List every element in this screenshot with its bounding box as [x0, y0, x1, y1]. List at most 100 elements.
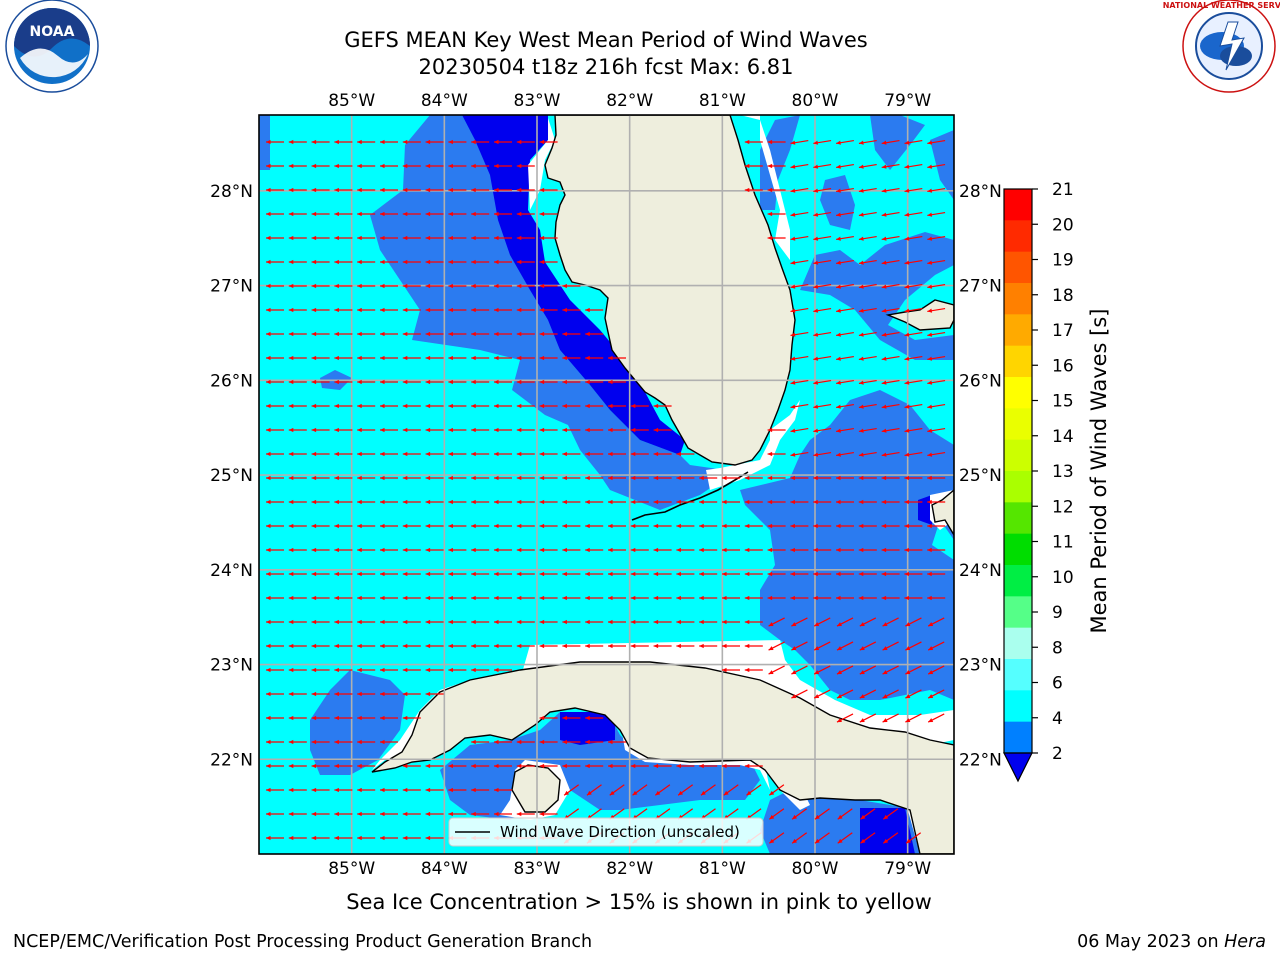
wind-wave-arrow [858, 475, 877, 481]
wind-wave-arrow [494, 211, 512, 217]
wind-wave-arrow [357, 763, 376, 769]
wind-wave-arrow [904, 547, 923, 553]
wind-wave-arrow [585, 619, 604, 625]
wind-wave-arrow [311, 835, 330, 841]
wind-wave-arrow [471, 283, 490, 289]
colorbar-tick-label: 18 [1052, 286, 1074, 306]
wind-wave-arrow [653, 451, 672, 457]
map-area: Wind Wave Direction (unscaled) [259, 115, 954, 854]
lon-tick-labels-bottom: 85°W 84°W 83°W 82°W 81°W 80°W 79°W [328, 859, 931, 879]
wind-wave-arrow [494, 643, 512, 649]
wind-wave-arrow [767, 547, 786, 553]
wind-wave-arrow [608, 739, 626, 745]
lon-tick-label: 81°W [699, 91, 746, 111]
wind-wave-arrow [380, 307, 398, 313]
wind-wave-arrow [334, 139, 353, 145]
wind-wave-arrow [813, 331, 832, 337]
wind-wave-arrow [927, 187, 946, 193]
wind-wave-arrow [516, 547, 535, 553]
wind-wave-arrow [311, 715, 330, 721]
wind-wave-arrow [676, 547, 695, 553]
wind-wave-arrow [494, 355, 512, 361]
colorbar-tick-label: 9 [1052, 603, 1063, 623]
wind-wave-arrow [288, 667, 307, 673]
wind-wave-arrow [927, 499, 946, 505]
wind-wave-arrow [904, 499, 923, 505]
wind-wave-arrow [266, 451, 284, 457]
wind-wave-arrow [767, 163, 786, 169]
wind-wave-arrow [562, 523, 581, 529]
wind-wave-arrow [767, 571, 786, 577]
wind-wave-arrow [813, 451, 832, 457]
wind-wave-arrow [630, 499, 649, 505]
colorbar-tick-label: 2 [1052, 744, 1063, 764]
wind-wave-arrow [927, 331, 946, 337]
wind-wave-arrow [676, 475, 695, 481]
wind-wave-arrow [813, 139, 832, 145]
wind-wave-arrow [676, 499, 695, 505]
wind-wave-arrow [471, 355, 490, 361]
lon-tick-label: 82°W [606, 91, 653, 111]
wind-wave-arrow [790, 331, 809, 337]
wind-wave-arrow [790, 259, 809, 265]
wind-wave-arrow [334, 163, 353, 169]
wind-wave-arrow [813, 547, 832, 553]
wind-wave-arrow [402, 355, 421, 361]
lon-tick-label: 79°W [884, 859, 931, 879]
colorbar-tick-label: 10 [1052, 568, 1074, 588]
wind-wave-arrow [927, 617, 945, 627]
wind-wave-arrow [425, 571, 444, 577]
wind-wave-arrow [904, 475, 923, 481]
wind-wave-arrow [699, 619, 718, 625]
wind-wave-arrow [562, 763, 581, 769]
wind-wave-arrow [266, 787, 284, 793]
wind-wave-arrow [448, 283, 467, 289]
wind-wave-arrow [562, 355, 581, 361]
wind-wave-arrow [494, 667, 512, 673]
wind-wave-arrow [357, 427, 376, 433]
colorbar-segment [1004, 502, 1032, 535]
wind-wave-arrow [357, 211, 376, 217]
wind-wave-arrow [380, 403, 398, 409]
wind-wave-arrow [288, 187, 307, 193]
footer-date-text: 06 May 2023 on [1077, 932, 1225, 952]
wind-wave-arrow [334, 643, 353, 649]
wind-wave-arrow [744, 763, 763, 769]
wind-wave-arrow [494, 571, 512, 577]
wind-wave-arrow [905, 832, 922, 844]
wind-wave-arrow [425, 283, 444, 289]
wind-wave-arrow [471, 139, 490, 145]
wind-wave-arrow [630, 403, 649, 409]
wind-wave-arrow [471, 259, 490, 265]
wind-wave-arrow [448, 523, 467, 529]
colorbar-tick-label: 6 [1052, 674, 1063, 694]
wind-wave-arrow [471, 187, 490, 193]
wind-wave-arrow [402, 619, 421, 625]
wind-wave-arrow [266, 355, 284, 361]
wind-wave-arrow [448, 259, 467, 265]
wind-wave-arrow [266, 667, 284, 673]
wind-wave-arrow [402, 283, 421, 289]
wind-wave-arrow [653, 619, 672, 625]
wind-wave-arrow [266, 643, 284, 649]
wind-wave-arrow [539, 259, 558, 265]
wind-wave-arrow [585, 763, 604, 769]
wind-wave-arrow [881, 523, 900, 529]
wind-wave-arrow [722, 571, 740, 577]
wind-wave-arrow [836, 163, 854, 169]
wind-wave-arrow [357, 355, 376, 361]
wind-wave-arrow [585, 475, 604, 481]
wind-wave-arrow [311, 619, 330, 625]
wind-wave-arrow [790, 523, 809, 529]
wind-wave-arrow [562, 571, 581, 577]
lat-tick-label: 24°N [210, 561, 253, 581]
wind-wave-arrow [402, 307, 421, 313]
wind-wave-arrow [516, 739, 535, 745]
lon-tick-label: 80°W [792, 91, 839, 111]
wind-wave-arrow [744, 139, 763, 145]
wind-wave-arrow [836, 617, 854, 627]
wind-wave-arrow [608, 571, 626, 577]
wind-wave-arrow [904, 403, 923, 409]
wind-wave-arrow [562, 379, 581, 385]
wind-wave-arrow [471, 211, 490, 217]
